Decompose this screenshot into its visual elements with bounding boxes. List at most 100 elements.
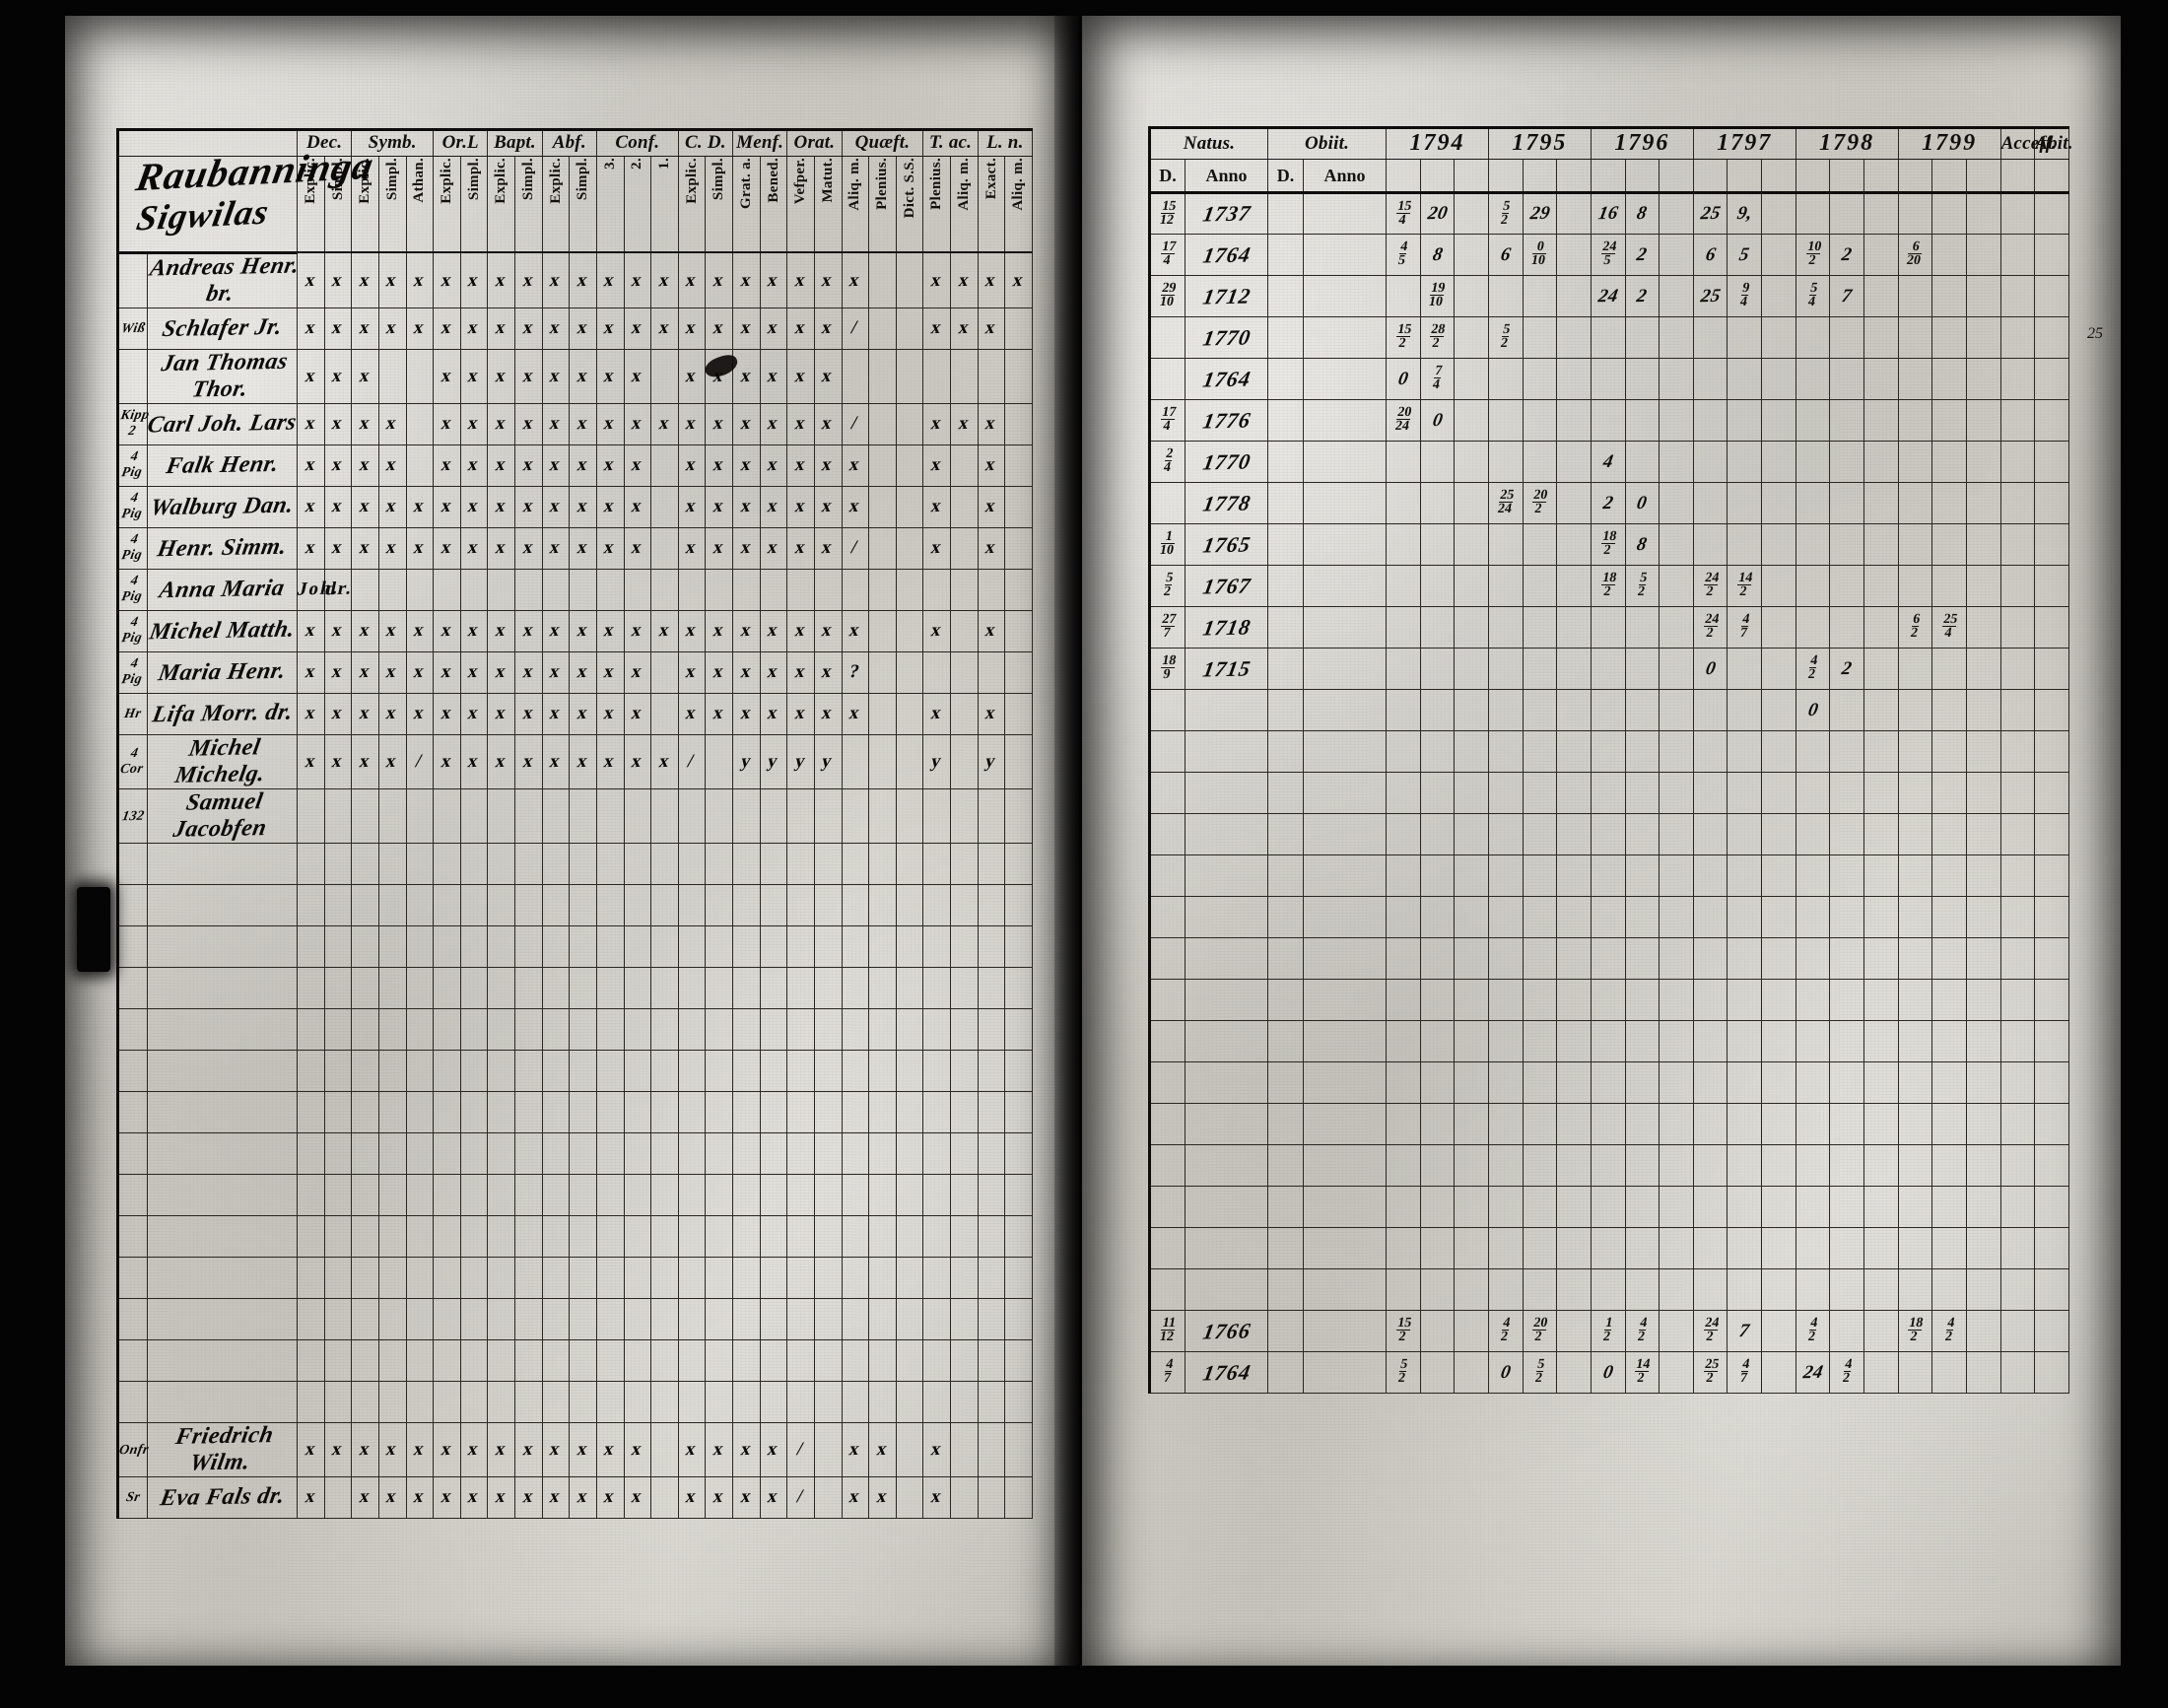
check-mark: x — [384, 269, 401, 291]
denominator: 12 — [1158, 212, 1176, 228]
mark-cell — [977, 568, 1006, 611]
table-row-empty — [116, 883, 1033, 926]
mark-cell — [377, 1131, 407, 1175]
person-name: Michel Matth. — [147, 616, 298, 646]
year-entry-cell: 6 — [1692, 234, 1728, 277]
mark-cell — [950, 733, 979, 789]
mark-cell — [1004, 1090, 1033, 1133]
mark-cell — [732, 1090, 761, 1133]
empty-cell — [1487, 1186, 1524, 1229]
mark-cell: x — [650, 402, 679, 445]
mark-cell: x — [323, 733, 353, 789]
check-mark: x — [357, 496, 373, 517]
year-entry-cell — [1727, 399, 1763, 443]
mark-cell: x — [595, 609, 625, 652]
year-entry-cell — [1386, 482, 1421, 525]
check-mark: x — [982, 496, 1000, 517]
denominator: 2 — [1529, 502, 1547, 516]
obiit-year-cell — [1303, 648, 1388, 691]
mark-cell — [623, 883, 652, 926]
row-margin-note — [116, 1131, 148, 1175]
mark-cell — [650, 1338, 679, 1382]
obiit-year-cell — [1303, 606, 1388, 649]
mark-cell — [732, 1380, 761, 1423]
empty-cell — [1267, 1020, 1305, 1063]
mark-cell — [487, 924, 515, 968]
subcolumn-label-wrap: Exact. — [979, 158, 1005, 250]
mark-cell — [1004, 402, 1033, 445]
check-mark: x — [439, 703, 455, 724]
mark-cell: x — [569, 485, 597, 528]
mark-cell — [623, 1090, 652, 1133]
year-entry-cell — [1659, 1351, 1694, 1395]
mark-cell: / — [677, 733, 707, 789]
mark-cell — [868, 883, 897, 926]
mark-cell — [459, 1173, 489, 1216]
mark-cell — [377, 1090, 407, 1133]
mark-cell: / — [405, 733, 435, 789]
check-mark: x — [765, 496, 782, 517]
check-mark: x — [982, 269, 1000, 291]
year-entry-cell — [1965, 523, 2001, 567]
empty-cell — [1303, 854, 1388, 898]
mark-cell — [813, 1380, 843, 1423]
mark-cell: x — [650, 307, 679, 350]
year-entry-cell: 28 2 — [1419, 316, 1456, 360]
mark-cell — [813, 966, 843, 1009]
table-row: 4 Cor Michel Michelg. x x x x / x x x x x x x x x / y y y y y… — [116, 733, 1033, 789]
check-mark: x — [928, 537, 945, 559]
table-row-empty — [1148, 1227, 2069, 1270]
mark-cell: x — [813, 485, 843, 528]
mark-cell: x — [623, 526, 652, 570]
numerator: 15 — [1160, 198, 1178, 214]
year-entry-cell — [1795, 523, 1831, 567]
year-entry-cell: 0 — [1692, 648, 1728, 691]
empty-cell — [1931, 937, 1967, 981]
mark-cell — [786, 966, 815, 1009]
title-line-2: Sigwilas — [133, 191, 273, 239]
mark-cell — [677, 1256, 707, 1299]
check-mark: x — [629, 1486, 645, 1508]
empty-cell — [1999, 854, 2036, 898]
check-mark: y — [820, 750, 837, 773]
column-group-header: 1794 — [1386, 125, 1489, 161]
mark-cell — [813, 1090, 843, 1133]
empty-cell — [1454, 1268, 1489, 1312]
empty-cell — [1267, 854, 1305, 898]
row-name-cell: Eva Fals dr. — [147, 1475, 298, 1519]
empty-cell — [1897, 1268, 1933, 1312]
year-entry-cell: 15 4 — [1386, 192, 1421, 236]
year-entry-cell — [1386, 523, 1421, 567]
mark-cell — [813, 842, 843, 885]
empty-cell — [1999, 813, 2036, 856]
empty-cell — [1863, 854, 1899, 898]
year-entry-value: 9, — [1734, 203, 1754, 225]
year-entry-cell — [1454, 565, 1489, 608]
numerator: 5 — [1535, 1357, 1546, 1373]
year-entry-cell — [1454, 648, 1489, 691]
mark-cell — [650, 1173, 679, 1216]
table-row-empty — [116, 1049, 1033, 1092]
check-mark: x — [575, 496, 591, 517]
mark-cell — [922, 966, 951, 1009]
check-mark: x — [439, 661, 455, 683]
row-prefix-note: Wiß — [119, 321, 147, 337]
mark-cell — [1004, 348, 1033, 404]
check-mark: x — [384, 317, 401, 339]
check-mark: x — [711, 661, 727, 683]
empty-cell — [1148, 813, 1186, 856]
empty-cell — [1419, 937, 1456, 981]
year-entry-value: 8 — [1635, 203, 1650, 225]
mark-cell — [759, 1214, 788, 1258]
table-row: 4 Pig Walburg Dan. x x x x x x x x x x x x x x x x x x x x x x — [116, 485, 1033, 528]
mark-cell — [677, 1214, 707, 1258]
mark-cell — [977, 1256, 1006, 1299]
mark-cell: x — [459, 402, 489, 445]
mark-cell: x — [351, 348, 379, 404]
mark-cell: x — [595, 402, 625, 445]
empty-cell — [1267, 813, 1305, 856]
empty-cell — [1795, 1144, 1831, 1188]
mark-cell — [459, 568, 489, 611]
mark-cell: x — [433, 609, 461, 652]
table-row-empty — [1148, 1268, 2069, 1312]
